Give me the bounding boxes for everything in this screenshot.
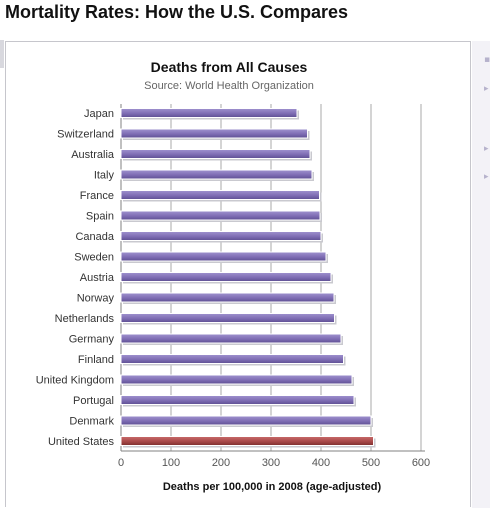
x-axis-title: Deaths per 100,000 in 2008 (age-adjusted… <box>163 481 382 493</box>
bar-highlight[interactable] <box>120 436 374 446</box>
bar[interactable] <box>120 374 353 385</box>
bar[interactable] <box>120 292 335 303</box>
bar[interactable] <box>120 108 298 118</box>
category-label: Denmark <box>69 416 114 428</box>
bar[interactable] <box>120 169 313 180</box>
category-label: Austria <box>80 272 115 284</box>
bar[interactable] <box>120 313 335 323</box>
chart-subtitle: Source: World Health Organization <box>144 80 314 92</box>
x-tick-label: 600 <box>412 457 430 469</box>
triangle-right-icon[interactable]: ▸ <box>484 84 489 94</box>
x-tick-label: 400 <box>312 457 330 469</box>
bar[interactable] <box>120 354 344 364</box>
bar[interactable] <box>120 210 321 221</box>
triangle-right-icon[interactable]: ▸ <box>484 172 489 182</box>
bullet-icon[interactable]: ▪ <box>484 55 490 65</box>
category-label: Spain <box>86 211 114 223</box>
x-tick-label: 200 <box>212 457 230 469</box>
bar[interactable] <box>120 231 322 241</box>
side-panel <box>472 41 490 508</box>
bar[interactable] <box>120 190 320 200</box>
category-label: France <box>80 190 114 202</box>
category-label: Japan <box>84 108 114 120</box>
category-label: Sweden <box>74 252 114 264</box>
bar[interactable] <box>120 128 308 139</box>
category-label: Finland <box>78 354 114 366</box>
bar[interactable] <box>120 333 342 344</box>
category-label: Canada <box>75 231 114 243</box>
x-tick-label: 100 <box>162 457 180 469</box>
category-label: Portugal <box>73 395 114 407</box>
bar[interactable] <box>120 272 332 282</box>
chart-title: Deaths from All Causes <box>151 59 308 75</box>
category-label: Australia <box>71 149 115 161</box>
category-label: United Kingdom <box>36 375 114 387</box>
category-label: Switzerland <box>57 129 114 141</box>
category-label: Germany <box>69 334 115 346</box>
bar[interactable] <box>120 395 355 405</box>
triangle-right-icon[interactable]: ▸ <box>484 144 489 154</box>
bar[interactable] <box>120 251 327 262</box>
bar[interactable] <box>120 415 372 426</box>
x-tick-label: 0 <box>118 457 124 469</box>
left-rule <box>0 40 4 68</box>
category-label: United States <box>48 436 115 448</box>
category-label: Norway <box>77 293 115 305</box>
page-title: Mortality Rates: How the U.S. Compares <box>5 2 349 22</box>
x-tick-label: 500 <box>362 457 380 469</box>
category-label: Netherlands <box>55 313 115 325</box>
category-label: Italy <box>94 170 115 182</box>
x-tick-label: 300 <box>262 457 280 469</box>
bar[interactable] <box>120 149 311 159</box>
